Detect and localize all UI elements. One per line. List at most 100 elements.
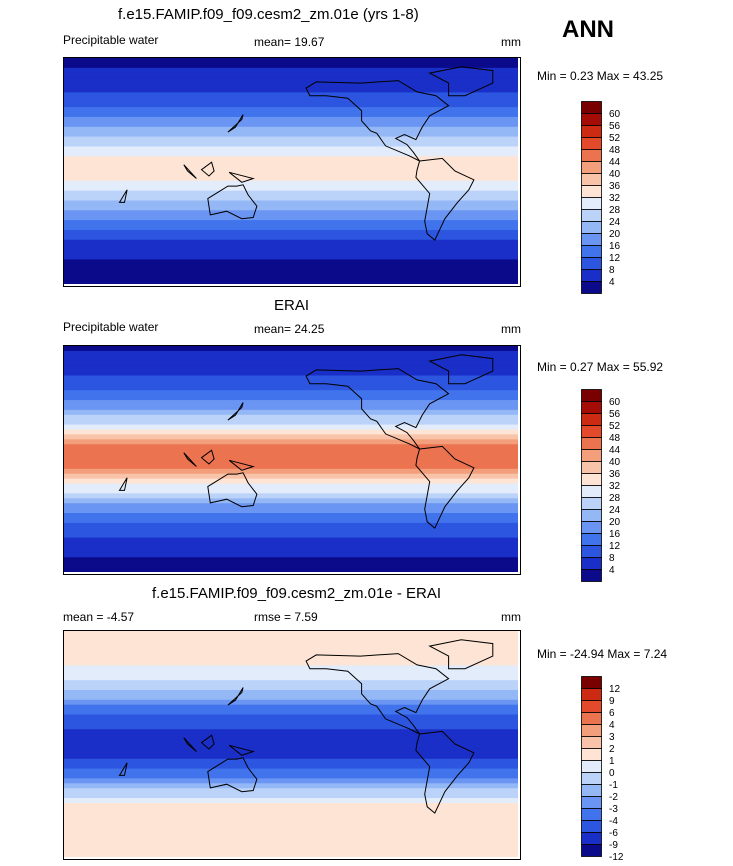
contour-band-1-5	[64, 82, 518, 89]
contour-band-3-12	[64, 689, 518, 696]
panel1-minmax-label: Min = 0.23 Max = 43.25	[537, 69, 664, 83]
colorbar-tick-label-1-8: 28	[609, 205, 621, 216]
contour-band-1-10	[64, 107, 518, 113]
contour-band-1-1	[64, 62, 518, 69]
colorbar-tick-label-3-13: -9	[609, 840, 618, 851]
contour-band-1-43	[64, 269, 518, 275]
colorbar-swatch-2-2	[581, 413, 602, 426]
colorbar-swatch-3-2	[581, 700, 602, 713]
colorbar-swatch-3-10	[581, 796, 602, 809]
contour-band-1-29	[64, 200, 518, 206]
coastline-1-4	[207, 184, 258, 220]
colorbar-swatch-3-8	[581, 772, 602, 785]
contour-band-2-30	[64, 493, 518, 499]
contour-band-1-31	[64, 210, 518, 216]
colorbar-tick-label-1-3: 48	[609, 145, 621, 156]
colorbar-swatch-2-13	[581, 545, 602, 558]
contour-band-1-19	[64, 151, 518, 157]
coastline-3-4	[207, 757, 258, 793]
contour-band-2-0	[64, 346, 518, 352]
panel1-units-label: mm	[501, 35, 521, 49]
colorbar-tick-label-1-0: 60	[609, 109, 621, 120]
colorbar-tick-label-2-5: 40	[609, 457, 621, 468]
contour-band-1-28	[64, 195, 518, 202]
coastline-3-2	[305, 653, 450, 735]
panel2-units-label: mm	[501, 322, 521, 336]
contour-band-3-18	[64, 719, 518, 725]
contour-band-2-26	[64, 473, 518, 480]
map-canvas	[64, 346, 518, 572]
contour-band-3-17	[64, 714, 518, 721]
colorbar-tick-label-3-7: 0	[609, 768, 615, 779]
colorbar-tick-label-3-12: -6	[609, 828, 618, 839]
colorbar-tick-label-3-10: -3	[609, 804, 618, 815]
colorbar-swatch-3-3	[581, 712, 602, 725]
colorbar-swatch-2-3	[581, 425, 602, 438]
coastline-3-5	[428, 639, 494, 670]
panel2-title: ERAI	[274, 297, 310, 314]
contour-band-1-34	[64, 225, 518, 231]
contour-band-2-25	[64, 468, 518, 475]
contour-band-3-22	[64, 739, 518, 745]
colorbar-tick-label-2-0: 60	[609, 397, 621, 408]
contour-band-3-45	[64, 852, 518, 857]
colorbar-swatch-1-13	[581, 257, 602, 270]
contour-band-2-23	[64, 459, 518, 465]
colorbar-swatch-1-14	[581, 269, 602, 282]
colorbar-tick-label-3-11: -4	[609, 816, 618, 827]
colorbar-tick-label-1-11: 16	[609, 241, 621, 252]
contour-band-1-15	[64, 131, 518, 138]
contour-band-3-39	[64, 822, 518, 829]
colorbar-tick-label-1-6: 36	[609, 181, 621, 192]
contour-band-2-19	[64, 439, 518, 445]
contour-band-2-6	[64, 375, 518, 381]
coastline-1-7	[183, 164, 197, 179]
panel3-rmse-label: rmse = 7.59	[254, 610, 318, 624]
contour-band-1-27	[64, 190, 518, 197]
contour-band-3-31	[64, 783, 518, 789]
coastline-1-10	[118, 189, 128, 203]
contour-band-2-14	[64, 414, 518, 421]
coastline-3-7	[183, 737, 197, 752]
contour-band-3-15	[64, 704, 518, 711]
colorbar-swatch-1-0	[581, 101, 602, 114]
colorbar-swatch-3-11	[581, 808, 602, 821]
contour-band-2-5	[64, 370, 518, 377]
colorbar-tick-label-3-5: 2	[609, 744, 615, 755]
contour-band-2-17	[64, 429, 518, 436]
colorbar-swatch-1-6	[581, 173, 602, 186]
colorbar-swatch-3-0	[581, 676, 602, 689]
contour-band-1-16	[64, 136, 518, 143]
contour-band-3-26	[64, 758, 518, 765]
contour-band-3-6	[64, 660, 518, 666]
coastline-2-11	[227, 402, 244, 421]
colorbar-swatch-2-6	[581, 461, 602, 474]
contour-band-3-16	[64, 709, 518, 716]
colorbar-tick-label-3-9: -2	[609, 792, 618, 803]
colorbar-swatch-3-5	[581, 736, 602, 749]
contour-band-1-22	[64, 166, 518, 172]
contour-band-2-16	[64, 424, 518, 431]
panel2-minmax-label: Min = 0.27 Max = 55.92	[537, 360, 664, 374]
colorbar-swatch-2-9	[581, 497, 602, 510]
colorbar-tick-label-2-9: 24	[609, 505, 621, 516]
colorbar-tick-label-2-4: 44	[609, 445, 621, 456]
panel1-mean-label: mean= 19.67	[254, 35, 325, 49]
contour-band-3-33	[64, 793, 518, 799]
colorbar-tick-label-2-11: 16	[609, 529, 621, 540]
contour-band-3-5	[64, 655, 518, 662]
colorbar-swatch-2-12	[581, 533, 602, 546]
colorbar-swatch-1-5	[581, 161, 602, 174]
contour-band-2-28	[64, 483, 518, 490]
contour-band-1-12	[64, 116, 518, 123]
colorbar-tick-label-3-1: 9	[609, 696, 615, 707]
contour-band-3-38	[64, 817, 518, 824]
contour-band-1-24	[64, 175, 518, 182]
colorbar-tick-label-2-2: 52	[609, 421, 621, 432]
colorbar-swatch-2-0	[581, 389, 602, 402]
coastline-3-3	[415, 730, 475, 814]
coastline-2-5	[428, 354, 494, 385]
contour-band-3-1	[64, 635, 518, 642]
